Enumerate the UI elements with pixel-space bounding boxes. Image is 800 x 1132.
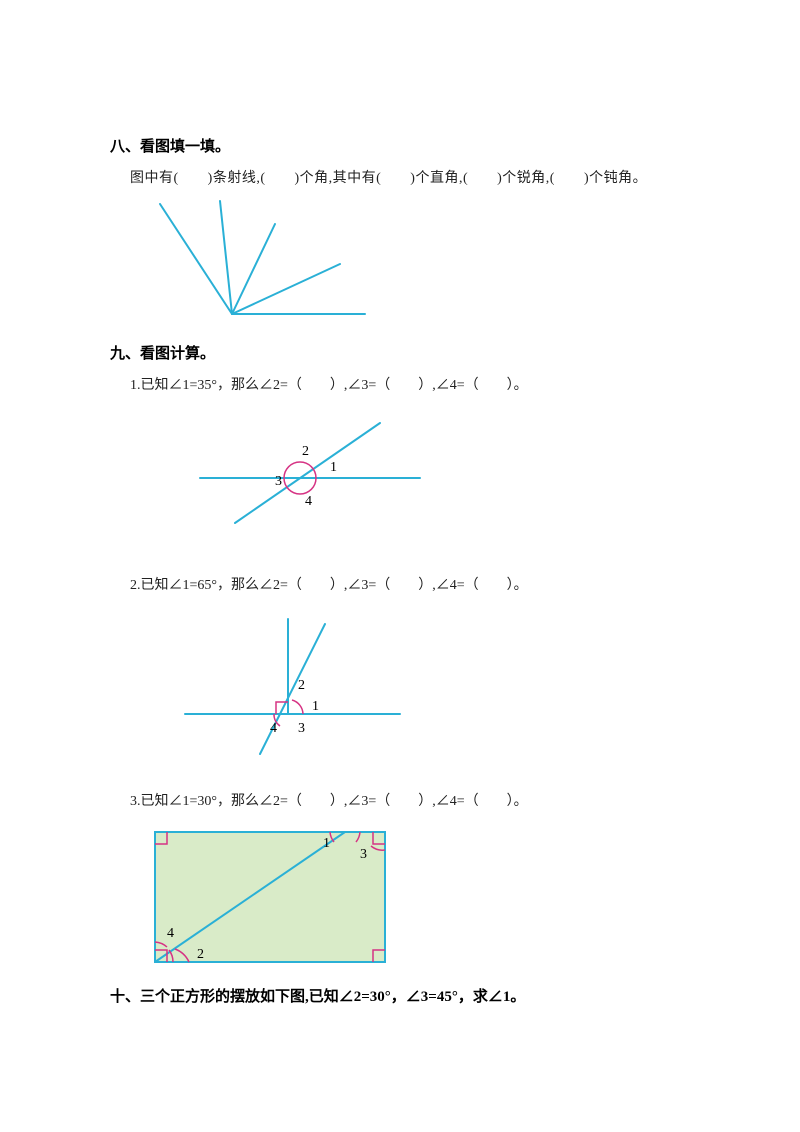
label-1: 1 bbox=[323, 836, 330, 851]
section-8-text: 图中有( )条射线,( )个角,其中有( )个直角,( )个锐角,( )个钝角。 bbox=[130, 166, 700, 191]
figure-q1: 1 2 3 4 bbox=[180, 413, 700, 538]
label-4: 4 bbox=[167, 926, 174, 941]
label-1: 1 bbox=[330, 460, 337, 475]
figure-q2: 1 2 3 4 bbox=[170, 614, 700, 764]
section-10-title: 十、三个正方形的摆放如下图,已知∠2=30°，∠3=45°，求∠1。 bbox=[110, 985, 700, 1006]
label-4: 4 bbox=[270, 721, 277, 736]
q3-text: 3.已知∠1=30°，那么∠2=（ ）,∠3=（ ）,∠4=（ ）。 bbox=[130, 789, 700, 814]
label-1: 1 bbox=[312, 699, 319, 714]
label-3: 3 bbox=[360, 847, 367, 862]
label-2: 2 bbox=[197, 947, 204, 962]
label-2: 2 bbox=[298, 678, 305, 693]
label-2: 2 bbox=[302, 444, 309, 459]
label-3: 3 bbox=[275, 474, 282, 489]
figure-rays bbox=[140, 199, 700, 324]
q1-text: 1.已知∠1=35°，那么∠2=（ ）,∠3=（ ）,∠4=（ ）。 bbox=[130, 373, 700, 398]
q2-text: 2.已知∠1=65°，那么∠2=（ ）,∠3=（ ）,∠4=（ ）。 bbox=[130, 573, 700, 598]
figure-q3: 1 3 2 4 bbox=[145, 822, 700, 977]
label-4: 4 bbox=[305, 494, 312, 509]
label-3: 3 bbox=[298, 721, 305, 736]
section-8-title: 八、看图填一填。 bbox=[110, 135, 700, 156]
section-9-title: 九、看图计算。 bbox=[110, 342, 700, 363]
